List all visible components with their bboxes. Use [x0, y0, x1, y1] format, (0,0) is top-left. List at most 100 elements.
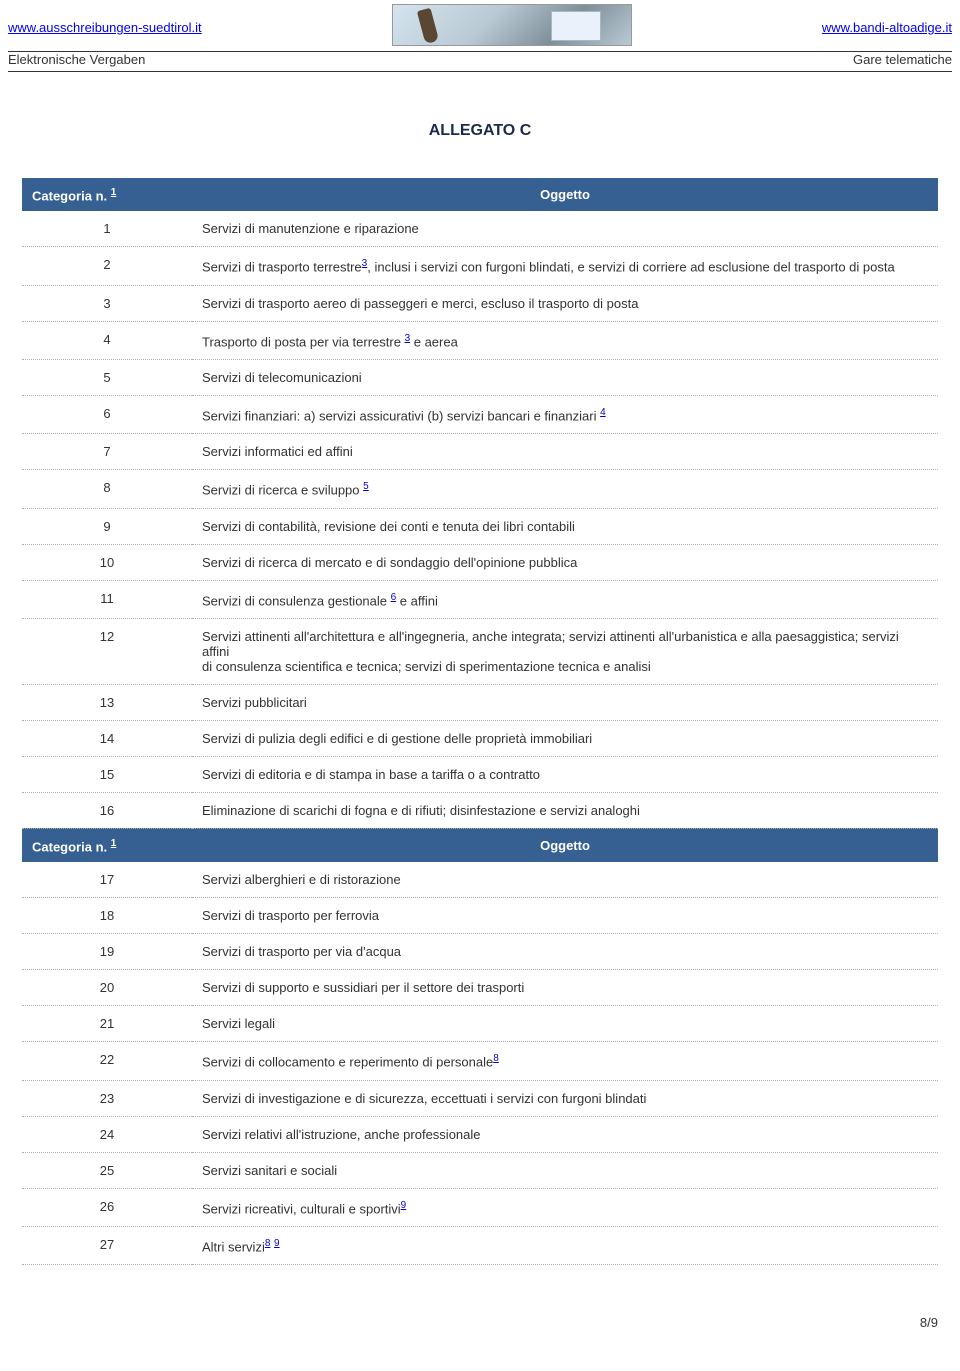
logo-strip — [392, 4, 632, 51]
table-row: 21Servizi legali — [22, 1006, 938, 1042]
header-banner-image — [392, 4, 632, 46]
left-sub-label: Elektronische Vergaben — [8, 52, 145, 67]
row-number: 7 — [22, 434, 192, 470]
footnote-link[interactable]: 3 — [362, 258, 368, 269]
row-number: 1 — [22, 211, 192, 247]
row-text: Servizi di ricerca di mercato e di sonda… — [192, 544, 938, 580]
row-text: Altri servizi8 9 — [192, 1226, 938, 1264]
table-row: 14Servizi di pulizia degli edifici e di … — [22, 720, 938, 756]
col-category: Categoria n. 1 — [22, 178, 192, 211]
top-left: www.ausschreibungen-suedtirol.it — [8, 20, 202, 35]
footnote-link[interactable]: 6 — [391, 592, 397, 603]
row-text: Servizi attinenti all'architettura e all… — [192, 618, 938, 684]
row-text: Trasporto di posta per via terrestre 3 e… — [192, 321, 938, 359]
row-number: 27 — [22, 1226, 192, 1264]
table-row: 17Servizi alberghieri e di ristorazione — [22, 862, 938, 898]
footnote-link[interactable]: 4 — [600, 407, 606, 418]
footnote-link[interactable]: 8 — [265, 1238, 271, 1249]
table-row: 26Servizi ricreativi, culturali e sporti… — [22, 1188, 938, 1226]
row-text: Servizi di trasporto per via d'acqua — [192, 934, 938, 970]
row-number: 16 — [22, 792, 192, 828]
row-number: 19 — [22, 934, 192, 970]
footnote-link[interactable]: 8 — [493, 1053, 499, 1064]
table-row: 1Servizi di manutenzione e riparazione — [22, 211, 938, 247]
left-url-link[interactable]: www.ausschreibungen-suedtirol.it — [8, 20, 202, 35]
row-number: 18 — [22, 898, 192, 934]
table-row: 12Servizi attinenti all'architettura e a… — [22, 618, 938, 684]
table-row: 13Servizi pubblicitari — [22, 684, 938, 720]
page-number: 8/9 — [0, 1285, 960, 1342]
table-row: 22Servizi di collocamento e reperimento … — [22, 1042, 938, 1080]
row-number: 6 — [22, 395, 192, 433]
table-row: 3Servizi di trasporto aereo di passegger… — [22, 285, 938, 321]
top-bar: www.ausschreibungen-suedtirol.it www.ban… — [0, 0, 960, 51]
table-row: 24Servizi relativi all'istruzione, anche… — [22, 1116, 938, 1152]
table-row: 9Servizi di contabilità, revisione dei c… — [22, 508, 938, 544]
table-row: 7Servizi informatici ed affini — [22, 434, 938, 470]
row-number: 14 — [22, 720, 192, 756]
row-number: 3 — [22, 285, 192, 321]
col-category: Categoria n. 1 — [22, 828, 192, 862]
table-row: 23Servizi di investigazione e di sicurez… — [22, 1080, 938, 1116]
row-number: 8 — [22, 470, 192, 508]
row-text: Servizi di ricerca e sviluppo 5 — [192, 470, 938, 508]
row-text: Servizi finanziari: a) servizi assicurat… — [192, 395, 938, 433]
table-row: 11Servizi di consulenza gestionale 6 e a… — [22, 580, 938, 618]
row-number: 26 — [22, 1188, 192, 1226]
table-row: 25Servizi sanitari e sociali — [22, 1152, 938, 1188]
row-text: Servizi relativi all'istruzione, anche p… — [192, 1116, 938, 1152]
page-content: ALLEGATO C Categoria n. 1 Oggetto 1Servi… — [0, 72, 960, 1285]
row-number: 25 — [22, 1152, 192, 1188]
footnote-link[interactable]: 5 — [363, 481, 369, 492]
row-number: 17 — [22, 862, 192, 898]
footnote-link[interactable]: 1 — [111, 838, 117, 849]
footnote-link[interactable]: 9 — [274, 1238, 280, 1249]
row-text: Servizi di trasporto aereo di passeggeri… — [192, 285, 938, 321]
row-number: 9 — [22, 508, 192, 544]
row-text: Servizi legali — [192, 1006, 938, 1042]
row-text: Servizi di consulenza gestionale 6 e aff… — [192, 580, 938, 618]
table-header-row: Categoria n. 1 Oggetto — [22, 178, 938, 211]
table-row: 19Servizi di trasporto per via d'acqua — [22, 934, 938, 970]
col-object: Oggetto — [192, 178, 938, 211]
table-row: 16Eliminazione di scarichi di fogna e di… — [22, 792, 938, 828]
footnote-link[interactable]: 1 — [111, 187, 117, 198]
row-text: Servizi di collocamento e reperimento di… — [192, 1042, 938, 1080]
table-row: 2Servizi di trasporto terrestre3, inclus… — [22, 247, 938, 285]
row-number: 4 — [22, 321, 192, 359]
table-row: 10Servizi di ricerca di mercato e di son… — [22, 544, 938, 580]
category-table-1: Categoria n. 1 Oggetto 1Servizi di manut… — [22, 178, 938, 1265]
table-row: 15Servizi di editoria e di stampa in bas… — [22, 756, 938, 792]
row-text: Servizi di pulizia degli edifici e di ge… — [192, 720, 938, 756]
right-url-link[interactable]: www.bandi-altoadige.it — [822, 20, 952, 35]
table-header-row: Categoria n. 1 Oggetto — [22, 828, 938, 862]
row-text: Servizi informatici ed affini — [192, 434, 938, 470]
row-number: 10 — [22, 544, 192, 580]
row-text: Servizi di telecomunicazioni — [192, 359, 938, 395]
row-number: 12 — [22, 618, 192, 684]
table-row: 6Servizi finanziari: a) servizi assicura… — [22, 395, 938, 433]
row-text: Servizi di investigazione e di sicurezza… — [192, 1080, 938, 1116]
table-row: 8Servizi di ricerca e sviluppo 5 — [22, 470, 938, 508]
row-text: Servizi alberghieri e di ristorazione — [192, 862, 938, 898]
row-number: 11 — [22, 580, 192, 618]
footnote-link[interactable]: 3 — [405, 333, 411, 344]
row-text: Servizi di manutenzione e riparazione — [192, 211, 938, 247]
row-text: Servizi ricreativi, culturali e sportivi… — [192, 1188, 938, 1226]
row-number: 22 — [22, 1042, 192, 1080]
row-text: Servizi di trasporto terrestre3, inclusi… — [192, 247, 938, 285]
row-text: Servizi di contabilità, revisione dei co… — [192, 508, 938, 544]
row-number: 5 — [22, 359, 192, 395]
row-number: 2 — [22, 247, 192, 285]
sub-bar: Elektronische Vergaben Gare telematiche — [0, 52, 960, 71]
row-number: 21 — [22, 1006, 192, 1042]
row-number: 13 — [22, 684, 192, 720]
table-row: 20Servizi di supporto e sussidiari per i… — [22, 970, 938, 1006]
row-text: Servizi sanitari e sociali — [192, 1152, 938, 1188]
row-text: Eliminazione di scarichi di fogna e di r… — [192, 792, 938, 828]
row-number: 23 — [22, 1080, 192, 1116]
footnote-link[interactable]: 9 — [401, 1200, 407, 1211]
row-number: 20 — [22, 970, 192, 1006]
col-object: Oggetto — [192, 828, 938, 862]
page-title: ALLEGATO C — [22, 122, 938, 140]
